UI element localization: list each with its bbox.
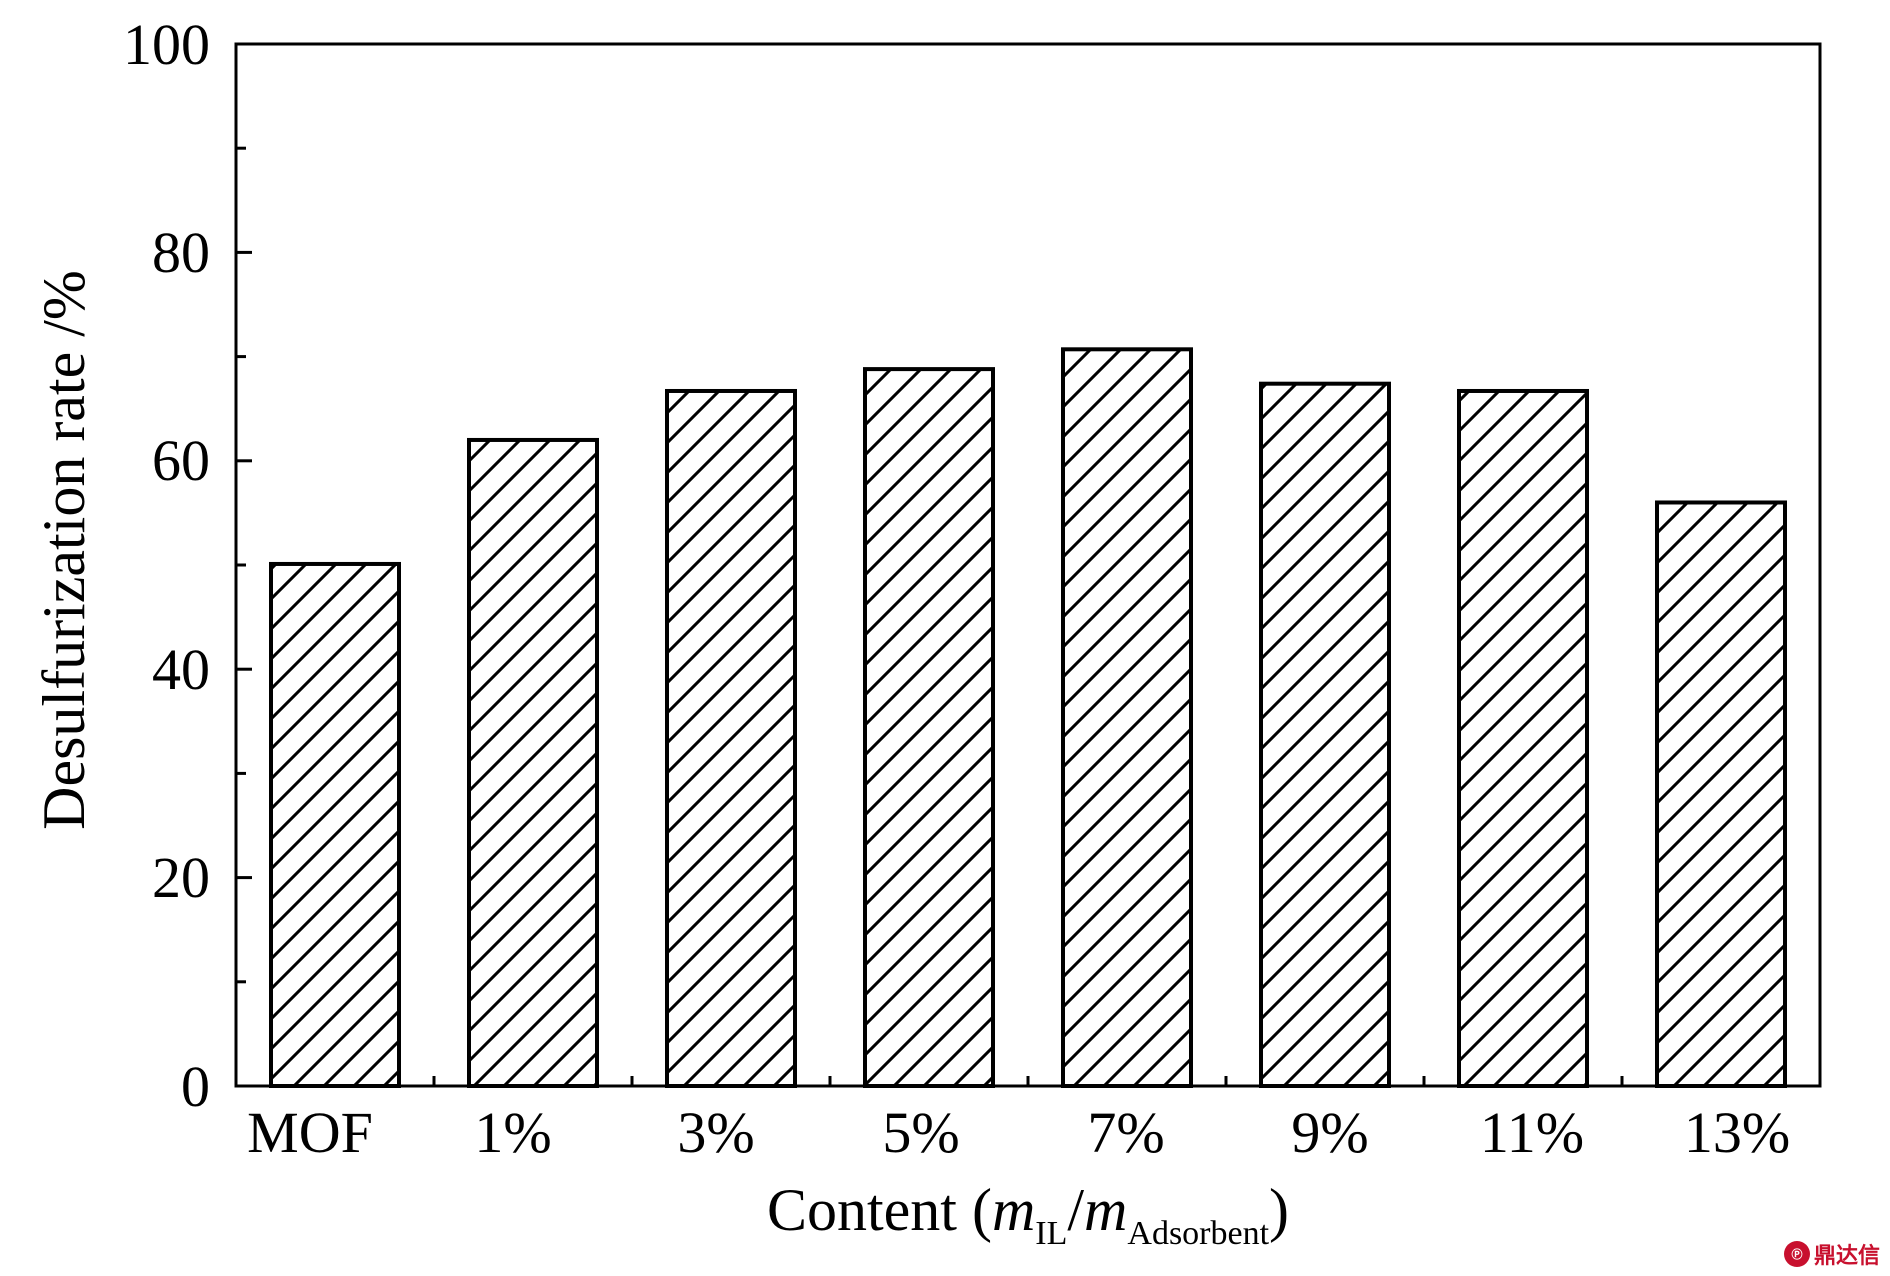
bar-2 <box>665 388 797 1088</box>
x-category-label-13pct: 13% <box>1684 1100 1790 1165</box>
x-category-label-5pct: 5% <box>882 1100 959 1165</box>
bar-7 <box>1655 500 1787 1089</box>
y-tick-label-0: 0 <box>181 1054 210 1119</box>
x-category-labels: MOF 1% 3% 5% 7% 9% 11% 13% <box>247 1100 1790 1165</box>
bars-layer <box>269 347 1787 1089</box>
bar-4 <box>1061 347 1193 1088</box>
bar-3 <box>863 367 995 1088</box>
y-tick-label-40: 40 <box>152 637 210 702</box>
seal-icon: Ⓟ <box>1783 1241 1810 1267</box>
x-axis-title: Content (mIL/mAdsorbent) <box>767 1177 1289 1252</box>
plot-frame <box>234 42 1822 1088</box>
y-tick-label-20: 20 <box>152 845 210 910</box>
bar-1 <box>467 437 599 1088</box>
bar-5 <box>1259 381 1391 1088</box>
bar-6 <box>1457 388 1589 1088</box>
x-category-label-mof: MOF <box>247 1100 373 1165</box>
x-category-label-1pct: 1% <box>474 1100 551 1165</box>
x-category-label-7pct: 7% <box>1087 1100 1164 1165</box>
y-tick-labels: 0 20 40 60 80 100 <box>123 12 210 1119</box>
x-category-label-9pct: 9% <box>1291 1100 1368 1165</box>
y-tick-label-100: 100 <box>123 12 210 77</box>
y-tick-label-60: 60 <box>152 428 210 493</box>
watermark: Ⓟ 鼎达信 <box>1783 1238 1880 1270</box>
y-axis-title: Desulfurization rate /% <box>31 270 97 830</box>
y-tick-label-80: 80 <box>152 220 210 285</box>
x-category-label-11pct: 11% <box>1480 1100 1584 1165</box>
watermark-text: 鼎达信 <box>1813 1244 1880 1269</box>
x-category-label-3pct: 3% <box>677 1100 754 1165</box>
bar-0 <box>269 561 401 1088</box>
